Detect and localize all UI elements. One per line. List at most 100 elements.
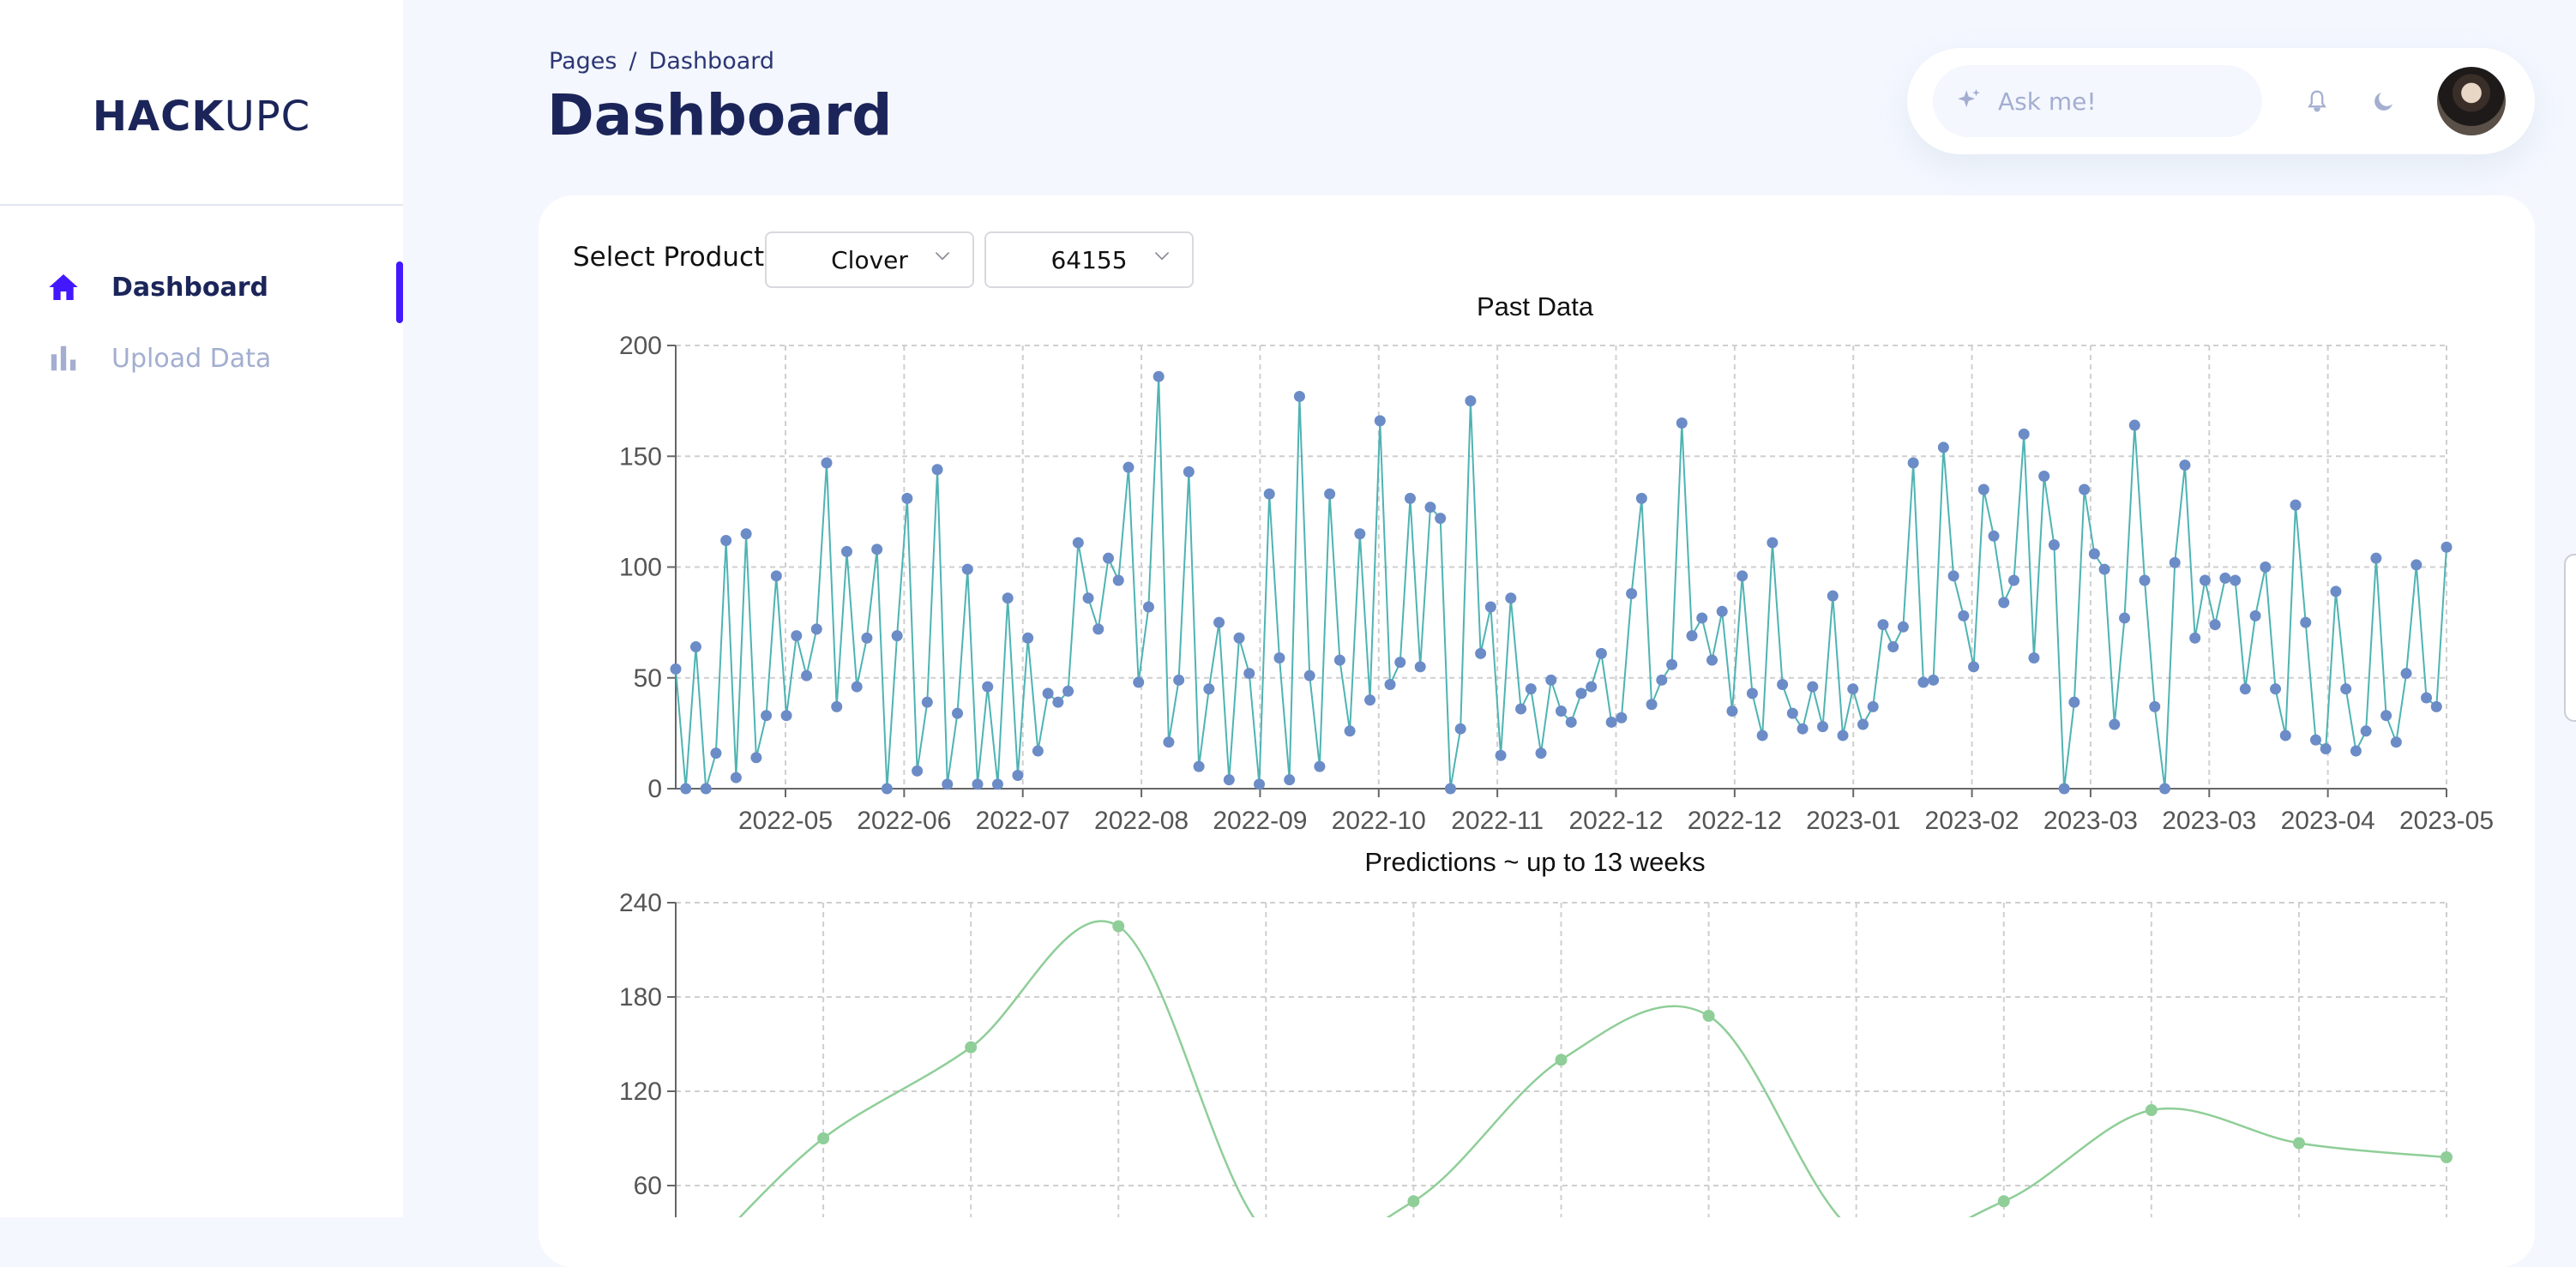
data-point — [1112, 574, 1124, 586]
past-chart-title: Past Data — [1477, 291, 1594, 321]
data-point — [921, 696, 933, 708]
data-point — [2145, 1104, 2158, 1116]
data-point — [1475, 647, 1487, 659]
data-point — [1515, 703, 1527, 715]
data-point — [700, 783, 712, 795]
data-point — [952, 707, 964, 719]
data-point — [1354, 528, 1366, 540]
data-point — [1666, 658, 1678, 670]
data-point — [1414, 661, 1426, 673]
data-point — [1555, 1054, 1568, 1066]
prediction-series-line — [738, 920, 2447, 1217]
data-point — [1817, 721, 1829, 733]
topbar — [1907, 48, 2535, 154]
data-point — [1605, 716, 1617, 728]
data-point — [2109, 718, 2121, 730]
past-chart-grid — [676, 345, 2447, 790]
data-point — [1122, 461, 1135, 473]
x-tick-label: 2022-05 — [738, 807, 833, 835]
data-point — [1575, 688, 1587, 700]
data-point — [2380, 710, 2392, 722]
data-point — [2300, 616, 2312, 628]
data-point — [2292, 1137, 2305, 1150]
y-tick-label: 120 — [619, 1078, 662, 1106]
data-point — [2179, 459, 2191, 471]
predictions-chart: Predictions ~ up to 13 weeks 60 120 180 240 — [619, 847, 2453, 1217]
sidebar-item-upload-data[interactable]: Upload Data — [45, 333, 403, 384]
data-point — [1092, 623, 1104, 635]
data-point — [961, 563, 973, 575]
data-point — [761, 710, 773, 722]
select-product-label: Select Product: — [573, 242, 773, 273]
data-point — [1505, 592, 1517, 604]
data-point — [2139, 574, 2151, 586]
data-point — [1726, 706, 1738, 718]
y-tick-label: 50 — [634, 664, 662, 693]
past-chart-series — [670, 370, 2453, 795]
data-point — [881, 783, 893, 795]
y-tick-label: 150 — [619, 442, 662, 471]
breadcrumb-separator: / — [629, 48, 637, 75]
moon-icon[interactable] — [2365, 82, 2403, 120]
data-point — [1163, 736, 1175, 748]
search-input[interactable] — [1996, 86, 2257, 117]
data-point — [1394, 657, 1406, 669]
data-point — [1535, 748, 1547, 760]
data-point — [1998, 597, 2010, 609]
data-point — [2279, 730, 2291, 742]
data-point — [1968, 661, 1980, 673]
bell-icon[interactable] — [2298, 82, 2336, 120]
x-tick-label: 2022-12 — [1688, 807, 1782, 835]
data-point — [770, 570, 782, 582]
product-select[interactable]: Clover — [765, 231, 974, 288]
data-point — [1243, 668, 1255, 680]
data-point — [1062, 685, 1074, 697]
data-point — [1407, 1195, 1420, 1208]
data-point — [1223, 774, 1235, 786]
data-point — [1303, 670, 1315, 682]
data-point — [817, 1132, 830, 1144]
x-tick-label: 2023-03 — [2043, 807, 2138, 835]
data-point — [730, 772, 742, 784]
avatar[interactable] — [2437, 67, 2506, 135]
data-point — [2028, 652, 2040, 664]
brand-logo[interactable]: HACKUPC — [0, 93, 403, 141]
data-point — [931, 464, 943, 476]
breadcrumb-current[interactable]: Dashboard — [648, 48, 775, 75]
data-point — [2189, 632, 2201, 644]
data-point — [1072, 537, 1084, 549]
x-tick-label: 2022-11 — [1451, 807, 1544, 835]
data-point — [1203, 683, 1215, 695]
y-tick-label: 200 — [619, 332, 662, 360]
data-point — [1193, 760, 1205, 772]
search-box[interactable] — [1933, 65, 2262, 137]
predictions-chart-grid — [676, 902, 2447, 1217]
data-point — [1586, 681, 1598, 693]
breadcrumb-pages[interactable]: Pages — [549, 48, 617, 75]
store-select[interactable]: 64155 — [984, 231, 1194, 288]
scroll-handle[interactable] — [2564, 554, 2576, 722]
data-point — [1937, 441, 1949, 453]
data-point — [2370, 552, 2382, 564]
data-point — [1777, 679, 1789, 691]
data-point — [1484, 601, 1496, 613]
x-tick-label: 2023-03 — [2162, 807, 2256, 835]
data-point — [2149, 700, 2161, 712]
data-point — [821, 457, 833, 469]
x-tick-label: 2022-12 — [1568, 807, 1663, 835]
data-point — [1333, 654, 1345, 666]
data-point — [2270, 683, 2282, 695]
data-point — [1837, 730, 1849, 742]
predictions-chart-axes: 60 120 180 240 — [619, 889, 677, 1217]
data-point — [2249, 609, 2261, 621]
data-point — [2119, 612, 2131, 624]
data-point — [1676, 417, 1688, 429]
y-tick-label: 100 — [619, 554, 662, 582]
data-point — [780, 710, 792, 722]
sidebar: HACKUPC Dashboard Upload Data — [0, 0, 403, 1217]
data-point — [1042, 688, 1054, 700]
data-point — [2290, 499, 2302, 511]
sidebar-item-dashboard[interactable]: Dashboard — [45, 261, 403, 313]
data-point — [2410, 559, 2423, 571]
bar-chart-icon — [45, 339, 82, 377]
